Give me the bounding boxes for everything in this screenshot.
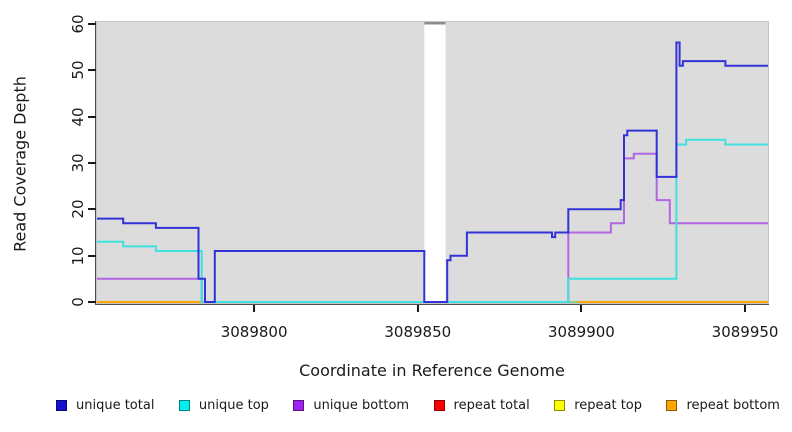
legend-swatch: [433, 400, 445, 411]
x-tick-label: 3089850: [384, 323, 452, 341]
x-tick: [416, 305, 419, 312]
legend-label: unique top: [198, 398, 269, 413]
y-axis-title: Read Coverage Depth: [10, 76, 30, 252]
legend-label: unique bottom: [313, 398, 410, 413]
legend-item-repeat-top: repeat top: [554, 398, 642, 413]
legend-label: repeat total: [453, 398, 530, 413]
y-tick-label: 30: [69, 153, 87, 173]
masked-region: [424, 24, 446, 303]
x-axis-line: [95, 304, 769, 305]
x-tick-label: 3089900: [548, 323, 615, 341]
x-axis-title: Coordinate in Reference Genome: [299, 361, 565, 380]
legend-label: repeat bottom: [686, 398, 780, 413]
y-tick: [88, 254, 96, 257]
y-tick-label: 10: [69, 246, 87, 266]
plot-area: [96, 21, 769, 304]
x-tick: [580, 305, 583, 312]
series-line-unique-top: [97, 138, 768, 303]
y-tick-label: 60: [69, 14, 87, 34]
y-tick: [88, 115, 96, 118]
legend-item-unique-bottom: unique bottom: [293, 398, 409, 413]
y-tick-label: 40: [69, 107, 87, 127]
legend-swatch: [666, 400, 678, 411]
legend-swatch: [56, 400, 67, 411]
legend: unique total unique top unique bottom repea…: [56, 398, 780, 413]
y-tick: [88, 69, 96, 72]
legend-swatch: [554, 400, 566, 411]
coverage-step-plot: [97, 22, 768, 303]
x-tick: [744, 305, 747, 312]
y-tick: [88, 208, 96, 211]
legend-label: unique total: [76, 398, 155, 413]
legend-label: repeat top: [574, 398, 642, 413]
y-tick-label: 0: [69, 297, 87, 307]
legend-item-repeat-total: repeat total: [433, 398, 530, 413]
y-tick-label: 50: [69, 60, 87, 80]
x-tick-label: 3089950: [711, 323, 779, 341]
legend-swatch: [178, 400, 190, 411]
x-tick-label: 3089800: [220, 323, 288, 341]
y-tick: [88, 23, 96, 25]
legend-item-unique-total: unique total: [56, 398, 154, 413]
y-tick: [88, 162, 96, 164]
y-tick-label: 20: [69, 199, 87, 219]
legend-item-unique-top: unique top: [178, 398, 269, 413]
legend-swatch: [293, 400, 305, 411]
series-line-unique-total: [97, 41, 768, 303]
masked-region-top-mark: [424, 22, 446, 25]
y-tick: [88, 301, 96, 303]
legend-item-repeat-bottom: repeat bottom: [666, 398, 780, 413]
x-tick: [253, 305, 256, 312]
